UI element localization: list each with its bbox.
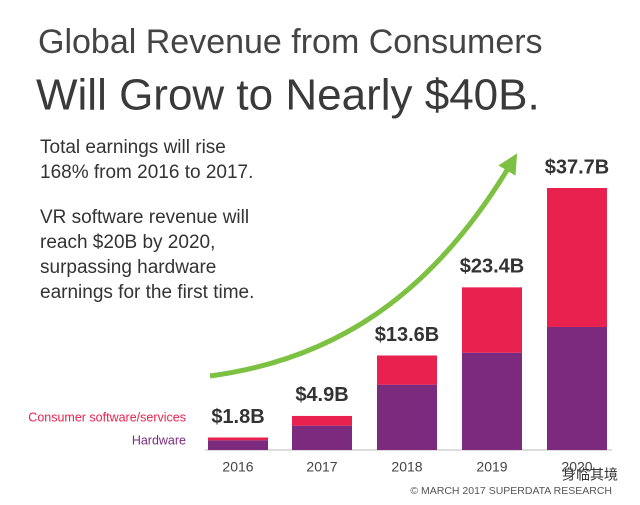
chart-title: Global Revenue from Consumers (38, 23, 543, 61)
note-line: surpassing hardware (40, 257, 216, 278)
note-line: Total earnings will rise (40, 137, 226, 158)
total-label: $1.8B (211, 406, 264, 428)
bar-segment (462, 352, 522, 450)
total-label: $4.9B (295, 384, 348, 406)
x-tick-label: 2018 (391, 459, 422, 475)
bar-segment (208, 437, 268, 441)
bar-segment (292, 425, 352, 450)
note-line: VR software revenue will (40, 207, 249, 228)
bar-segment (547, 187, 607, 327)
bar-segment (547, 326, 607, 450)
total-label: $13.6B (375, 324, 440, 346)
source: © MARCH 2017 SUPERDATA RESEARCH (410, 485, 612, 497)
x-tick-label: 2020 (561, 459, 592, 475)
legend-label: Consumer software/services (28, 410, 186, 424)
x-tick-label: 2019 (476, 459, 507, 475)
note-line: reach $20B by 2020, (40, 232, 215, 253)
x-tick-label: 2016 (222, 459, 253, 475)
legend-label: Hardware (132, 433, 186, 447)
chart-subtitle: Will Grow to Nearly $40B. (36, 71, 540, 120)
total-label: $37.7B (545, 156, 610, 178)
bar-segment (377, 384, 437, 450)
growth-arrow (209, 153, 518, 379)
watermark: 身临其境 (562, 467, 618, 483)
bar-segment (292, 415, 352, 426)
bar-segment (462, 287, 522, 353)
note-line: 168% from 2016 to 2017. (40, 162, 253, 183)
bar-segment (208, 440, 268, 450)
x-tick-label: 2017 (306, 459, 337, 475)
bar-segment (377, 355, 437, 385)
note-line: earnings for the first time. (40, 282, 254, 303)
total-label: $23.4B (460, 256, 525, 278)
